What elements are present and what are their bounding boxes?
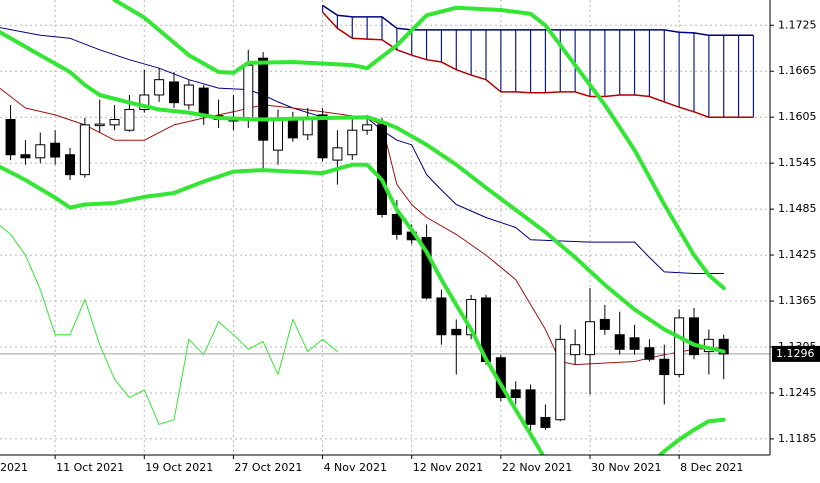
indicator-line: [0, 162, 726, 455]
candle-body: [124, 109, 135, 131]
candle-body: [168, 81, 179, 104]
candle-body: [258, 57, 269, 141]
x-tick-label: 12 Nov 2021: [413, 461, 483, 474]
candle-body: [362, 124, 373, 131]
y-tick-label: 1.1725: [778, 18, 817, 31]
candle-body: [659, 358, 670, 376]
candle-body: [570, 344, 581, 356]
y-tick-label: 1.1665: [778, 64, 817, 77]
x-tick-label: 30 Nov 2021: [591, 461, 661, 474]
indicator-line: [0, 225, 338, 425]
candle-body: [540, 416, 551, 428]
cloud-span-a: [322, 4, 754, 36]
candle-body: [436, 297, 447, 336]
candle-body: [198, 87, 209, 116]
candle-body: [94, 123, 105, 127]
candle-body: [614, 334, 625, 350]
candle-body: [391, 213, 402, 235]
y-tick-label: 1.1545: [778, 156, 817, 169]
indicator-line: [0, 30, 726, 354]
candle-body: [451, 328, 462, 336]
candle-body: [376, 124, 387, 215]
candle-body: [64, 154, 75, 176]
candle-body: [20, 154, 31, 159]
x-tick-label: 22 Nov 2021: [502, 461, 572, 474]
x-tick-label: 19 Oct 2021: [145, 461, 213, 474]
x-tick-label: 11 Oct 2021: [56, 461, 124, 474]
indicator-line: [112, 0, 726, 290]
candle-body: [525, 389, 536, 425]
candle-body: [674, 317, 685, 376]
candle-body: [287, 117, 298, 139]
candle-body: [555, 338, 566, 421]
candle-body: [629, 337, 640, 350]
candle-body: [644, 347, 655, 360]
candle-body: [421, 236, 432, 299]
plot-area: [0, 0, 770, 455]
x-tick-label: 1 Oct 2021: [0, 461, 28, 474]
y-tick-label: 1.1605: [778, 110, 817, 123]
candle-body: [688, 317, 699, 356]
candle-body: [718, 338, 729, 355]
candle-body: [183, 84, 194, 106]
candle-body: [35, 144, 46, 159]
candle-body: [5, 118, 16, 156]
candle-body: [139, 94, 150, 111]
x-tick-label: 4 Nov 2021: [324, 461, 387, 474]
y-tick-label: 1.1185: [778, 432, 817, 445]
candle-body: [466, 299, 477, 336]
candle-body: [243, 64, 254, 120]
candle-body: [302, 117, 313, 136]
candle-body: [347, 129, 358, 156]
y-tick-label: 1.1425: [778, 248, 817, 261]
x-tick-label: 27 Oct 2021: [234, 461, 302, 474]
price-label-box: [772, 345, 820, 362]
candle-body: [510, 389, 521, 399]
candle-body: [584, 321, 595, 356]
axes: 1.1725 1.1665 1.1605 1.1545 1.1485 1.1425 1.13…: [0, 18, 820, 474]
candle-body: [272, 118, 283, 151]
price-label: 1.1296: [776, 347, 815, 360]
candle-body: [154, 79, 165, 96]
y-tick-label: 1.1245: [778, 386, 817, 399]
y-tick-label: 1.1485: [778, 202, 817, 215]
x-tick-label: 8 Dec 2021: [680, 461, 743, 474]
candle-body: [50, 142, 61, 158]
candle-body: [599, 318, 610, 330]
candle-body: [317, 114, 328, 159]
candle-body: [79, 124, 90, 176]
candle-body: [109, 118, 120, 126]
candle-body: [332, 147, 343, 161]
y-tick-label: 1.1365: [778, 294, 817, 307]
